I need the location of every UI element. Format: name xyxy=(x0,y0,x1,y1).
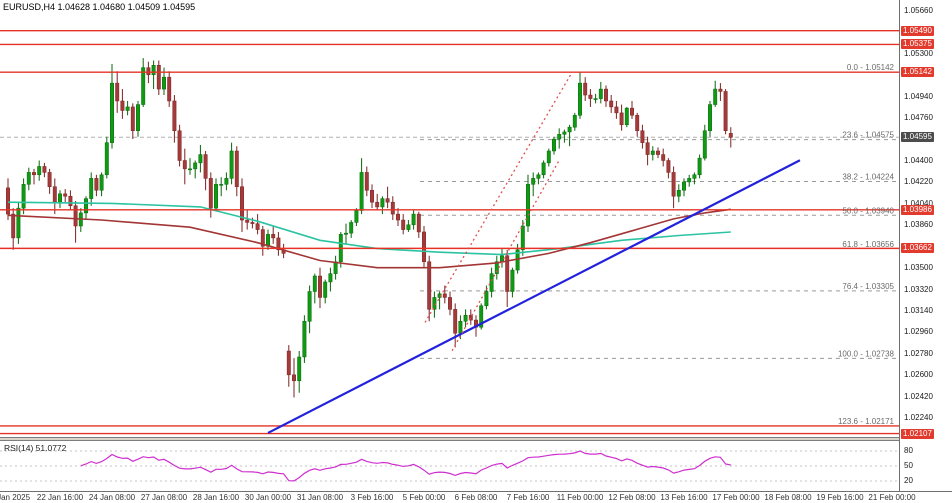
rsi-panel[interactable] xyxy=(0,441,899,491)
price-axis-label: 1.05300 xyxy=(904,48,933,58)
price-axis-label: 1.04940 xyxy=(904,91,933,101)
price-axis-label: 1.02240 xyxy=(904,413,933,423)
time-axis-label: 7 Feb 16:00 xyxy=(506,493,550,502)
ma-maroon[interactable] xyxy=(7,208,731,269)
time-axis-label: 21 Jan 2025 xyxy=(0,493,31,502)
price-axis-label: 1.04760 xyxy=(904,113,933,123)
price-line-badge: 1.05375 xyxy=(901,39,934,50)
svg-text:123.6 - 1.02171: 123.6 - 1.02171 xyxy=(838,417,895,426)
candlestick-chart: 0.0 - 1.05142 23.6 - 1.04575 38.2 - 1.0422… xyxy=(0,30,899,435)
time-axis-label: 18 Feb 08:00 xyxy=(764,493,812,502)
svg-text:50.0 - 1.03940: 50.0 - 1.03940 xyxy=(842,206,894,215)
time-axis[interactable]: 21 Jan 2025 22 Jan 16:00 24 Jan 08:00 27 Ja… xyxy=(0,491,952,503)
time-axis-label: 28 Jan 16:00 xyxy=(192,493,240,502)
svg-text:61.8 - 1.03656: 61.8 - 1.03656 xyxy=(842,240,894,249)
time-axis-label: 31 Jan 08:00 xyxy=(296,493,344,502)
time-axis-label: 6 Feb 08:00 xyxy=(454,493,498,502)
time-axis-label: 17 Feb 00:00 xyxy=(712,493,760,502)
resistance-support-lines[interactable] xyxy=(0,30,899,435)
ma-teal[interactable] xyxy=(7,201,731,256)
svg-text:100.0 - 1.02738: 100.0 - 1.02738 xyxy=(838,349,895,358)
time-axis-label: 30 Jan 00:00 xyxy=(244,493,292,502)
price-axis-label: 1.03140 xyxy=(904,306,933,316)
time-axis-label: 22 Jan 16:00 xyxy=(36,493,84,502)
rsi-chart xyxy=(0,450,899,482)
price-axis-label: 1.03320 xyxy=(904,284,933,294)
candlesticks xyxy=(6,58,733,398)
time-axis-label: 19 Feb 16:00 xyxy=(816,493,864,502)
fib-labels: 0.0 - 1.05142 23.6 - 1.04575 38.2 - 1.0422… xyxy=(838,63,895,426)
price-axis-label: 1.04220 xyxy=(904,177,933,187)
dotted-projection-lines[interactable] xyxy=(424,71,573,351)
price-line-badge: 1.05490 xyxy=(901,25,934,36)
rsi-label: RSI(14) 51.0772 xyxy=(4,443,67,453)
time-axis-label: 27 Jan 08:00 xyxy=(140,493,188,502)
price-line-badge: 1.03662 xyxy=(901,243,934,254)
chart-title-ohlc: EURUSD,H4 1.04628 1.04680 1.04509 1.0459… xyxy=(3,2,196,12)
price-line-badge: 1.05142 xyxy=(901,67,934,78)
price-axis-label: 1.04400 xyxy=(904,156,933,165)
svg-text:38.2 - 1.04224: 38.2 - 1.04224 xyxy=(842,172,894,181)
svg-text:76.4 - 1.03305: 76.4 - 1.03305 xyxy=(842,282,894,291)
panel-splitter[interactable] xyxy=(0,437,952,441)
price-axis-label: 1.03500 xyxy=(904,263,933,273)
trendline[interactable] xyxy=(267,159,801,434)
time-axis-label: 24 Jan 08:00 xyxy=(88,493,136,502)
price-axis-label: 1.02780 xyxy=(904,348,933,358)
price-axis-label: 1.02960 xyxy=(904,327,933,337)
time-axis-label: 12 Feb 08:00 xyxy=(608,493,656,502)
svg-text:0.0 - 1.05142: 0.0 - 1.05142 xyxy=(847,63,895,72)
price-axis-label: 1.03860 xyxy=(904,220,933,230)
price-axis[interactable]: 1.056601.054801.053001.051201.049401.047… xyxy=(899,0,952,491)
time-axis-label: 3 Feb 16:00 xyxy=(350,493,394,502)
time-axis-label: 21 Feb 00:00 xyxy=(868,493,916,502)
rsi-line xyxy=(80,450,731,482)
price-axis-label: 1.04040 xyxy=(904,198,933,208)
svg-text:23.6 - 1.04575: 23.6 - 1.04575 xyxy=(842,131,894,140)
current-price-badge: 1.04595 xyxy=(901,132,934,143)
time-axis-label: 13 Feb 16:00 xyxy=(660,493,708,502)
price-axis-label: 1.02420 xyxy=(904,391,933,401)
price-line-badge: 1.03986 xyxy=(901,204,934,215)
time-axis-label: 5 Feb 00:00 xyxy=(402,493,446,502)
price-axis-label: 1.05660 xyxy=(904,5,933,15)
price-chart-panel[interactable]: 0.0 - 1.05142 23.6 - 1.04575 38.2 - 1.0422… xyxy=(0,0,899,437)
rsi-axis-label: 80 xyxy=(904,446,913,455)
rsi-axis-label: 50 xyxy=(904,461,913,470)
price-axis-label: 1.02600 xyxy=(904,370,933,380)
rsi-axis-label: 20 xyxy=(904,476,913,485)
price-line-badge: 1.02107 xyxy=(901,428,934,439)
time-axis-label: 11 Feb 00:00 xyxy=(556,493,604,502)
